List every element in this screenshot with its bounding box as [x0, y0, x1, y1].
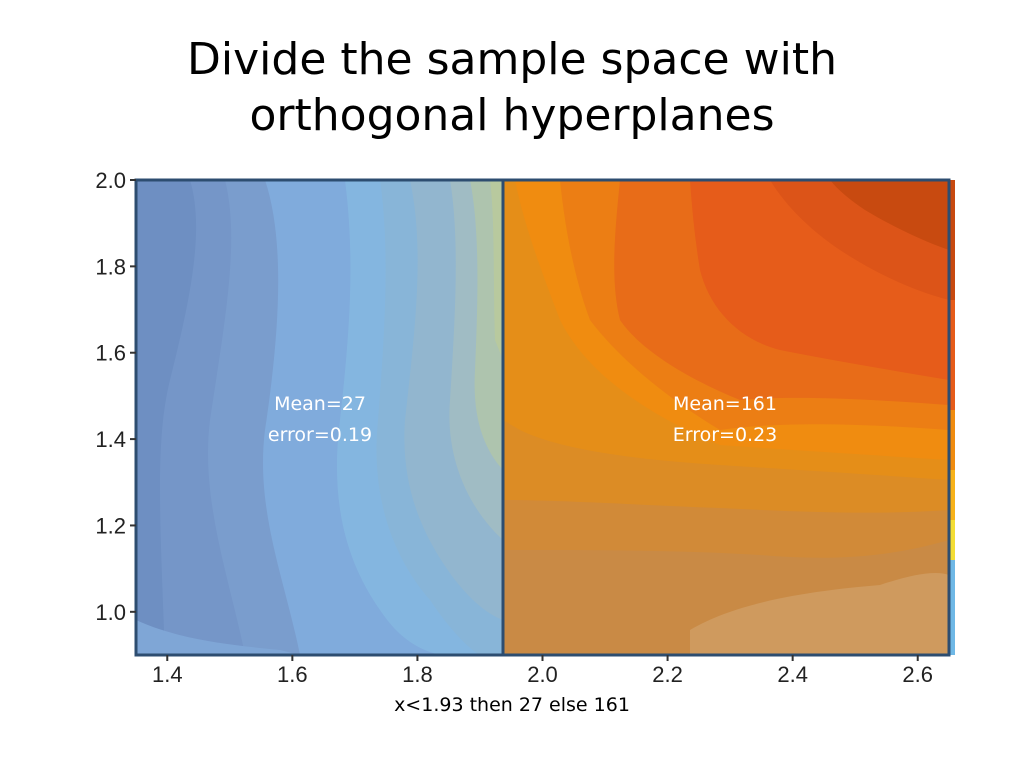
- right-mean-label: Mean=161: [673, 393, 777, 415]
- contour-band: [490, 180, 503, 360]
- x-tick-label: 2.4: [777, 662, 808, 687]
- left-error-label: error=0.19: [268, 424, 372, 446]
- x-tick-label: 2.6: [902, 662, 933, 687]
- y-tick-label: 1.4: [95, 427, 126, 452]
- y-tick-label: 1.2: [95, 513, 126, 538]
- right-error-label: Error=0.23: [673, 424, 778, 446]
- y-tick-label: 1.6: [95, 341, 126, 366]
- y-tick-label: 2.0: [95, 168, 126, 193]
- slide-caption: x<1.93 then 27 else 161: [394, 694, 630, 716]
- y-tick-label: 1.8: [95, 254, 126, 279]
- contour-band: [690, 573, 949, 655]
- contour-band: [136, 620, 300, 655]
- x-tick-label: 2.0: [527, 662, 558, 687]
- y-axis: 1.0 1.2 1.4 1.6 1.8 2.0: [95, 168, 136, 625]
- x-tick-label: 1.6: [277, 662, 308, 687]
- x-tick-label: 1.8: [402, 662, 433, 687]
- x-tick-label: 1.4: [152, 662, 183, 687]
- title-line-1: Divide the sample space with: [187, 34, 837, 85]
- x-axis: 1.4 1.6 1.8 2.0 2.2 2.4 2.6: [152, 655, 933, 687]
- right-region-contours: [503, 180, 949, 655]
- title-line-2: orthogonal hyperplanes: [249, 90, 775, 141]
- x-tick-label: 2.2: [652, 662, 683, 687]
- slide-title: Divide the sample space with orthogonal …: [0, 32, 1024, 144]
- left-region-contours: [136, 180, 503, 655]
- contour-band: [830, 180, 949, 250]
- left-mean-label: Mean=27: [274, 393, 366, 415]
- colorbar-strip: [949, 180, 955, 655]
- y-tick-label: 1.0: [95, 600, 126, 625]
